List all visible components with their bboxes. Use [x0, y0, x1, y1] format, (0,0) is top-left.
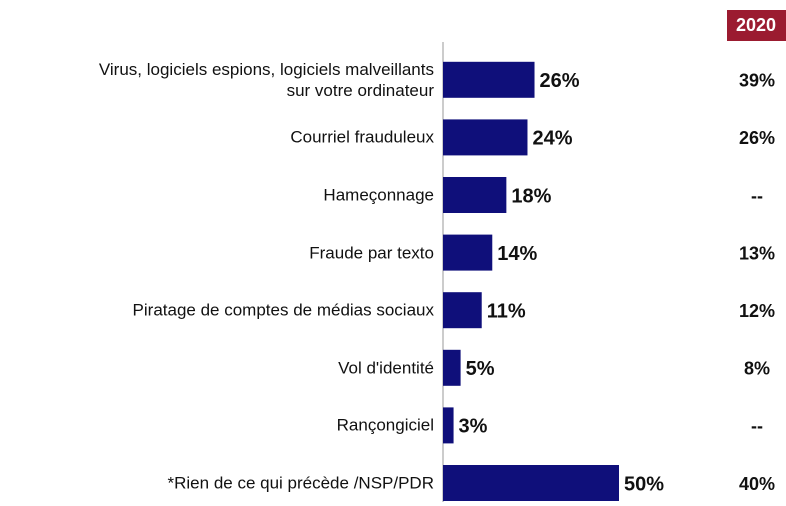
bar [443, 61, 535, 98]
category-label: Fraude par texto [309, 243, 434, 263]
category-label: Virus, logiciels espions, logiciels malv… [98, 59, 434, 100]
value-label: 26% [540, 70, 580, 92]
comparison-value: 8% [744, 359, 770, 379]
category-label: Hameçonnage [323, 185, 434, 205]
comparison-value: 12% [739, 301, 775, 321]
year-header: 2020 [736, 15, 776, 35]
category-label: Rançongiciel [336, 415, 434, 435]
comparison-value: 26% [739, 128, 775, 148]
value-label: 18% [511, 185, 551, 207]
bar [443, 234, 493, 271]
category-label: Courriel frauduleux [290, 127, 434, 147]
bar [443, 407, 454, 444]
comparison-value: 40% [739, 474, 775, 494]
bar [443, 292, 482, 329]
category-label: Piratage de comptes de médias sociaux [132, 300, 434, 320]
comparison-value: -- [751, 416, 763, 436]
value-label: 5% [466, 358, 495, 380]
comparison-value: 39% [739, 71, 775, 91]
value-label: 50% [624, 473, 664, 495]
value-label: 24% [532, 128, 572, 150]
bar [443, 177, 507, 213]
category-label: *Rien de ce qui précède /NSP/PDR [167, 473, 434, 493]
value-label: 14% [497, 243, 537, 265]
comparison-value: 13% [739, 243, 775, 263]
category-label: Vol d'identité [338, 358, 434, 378]
value-label: 11% [487, 300, 526, 322]
value-label: 3% [459, 416, 488, 438]
bar [443, 349, 461, 386]
year-header-box [727, 10, 786, 41]
bar [443, 465, 619, 501]
bar [443, 119, 528, 156]
comparison-value: -- [751, 186, 763, 206]
